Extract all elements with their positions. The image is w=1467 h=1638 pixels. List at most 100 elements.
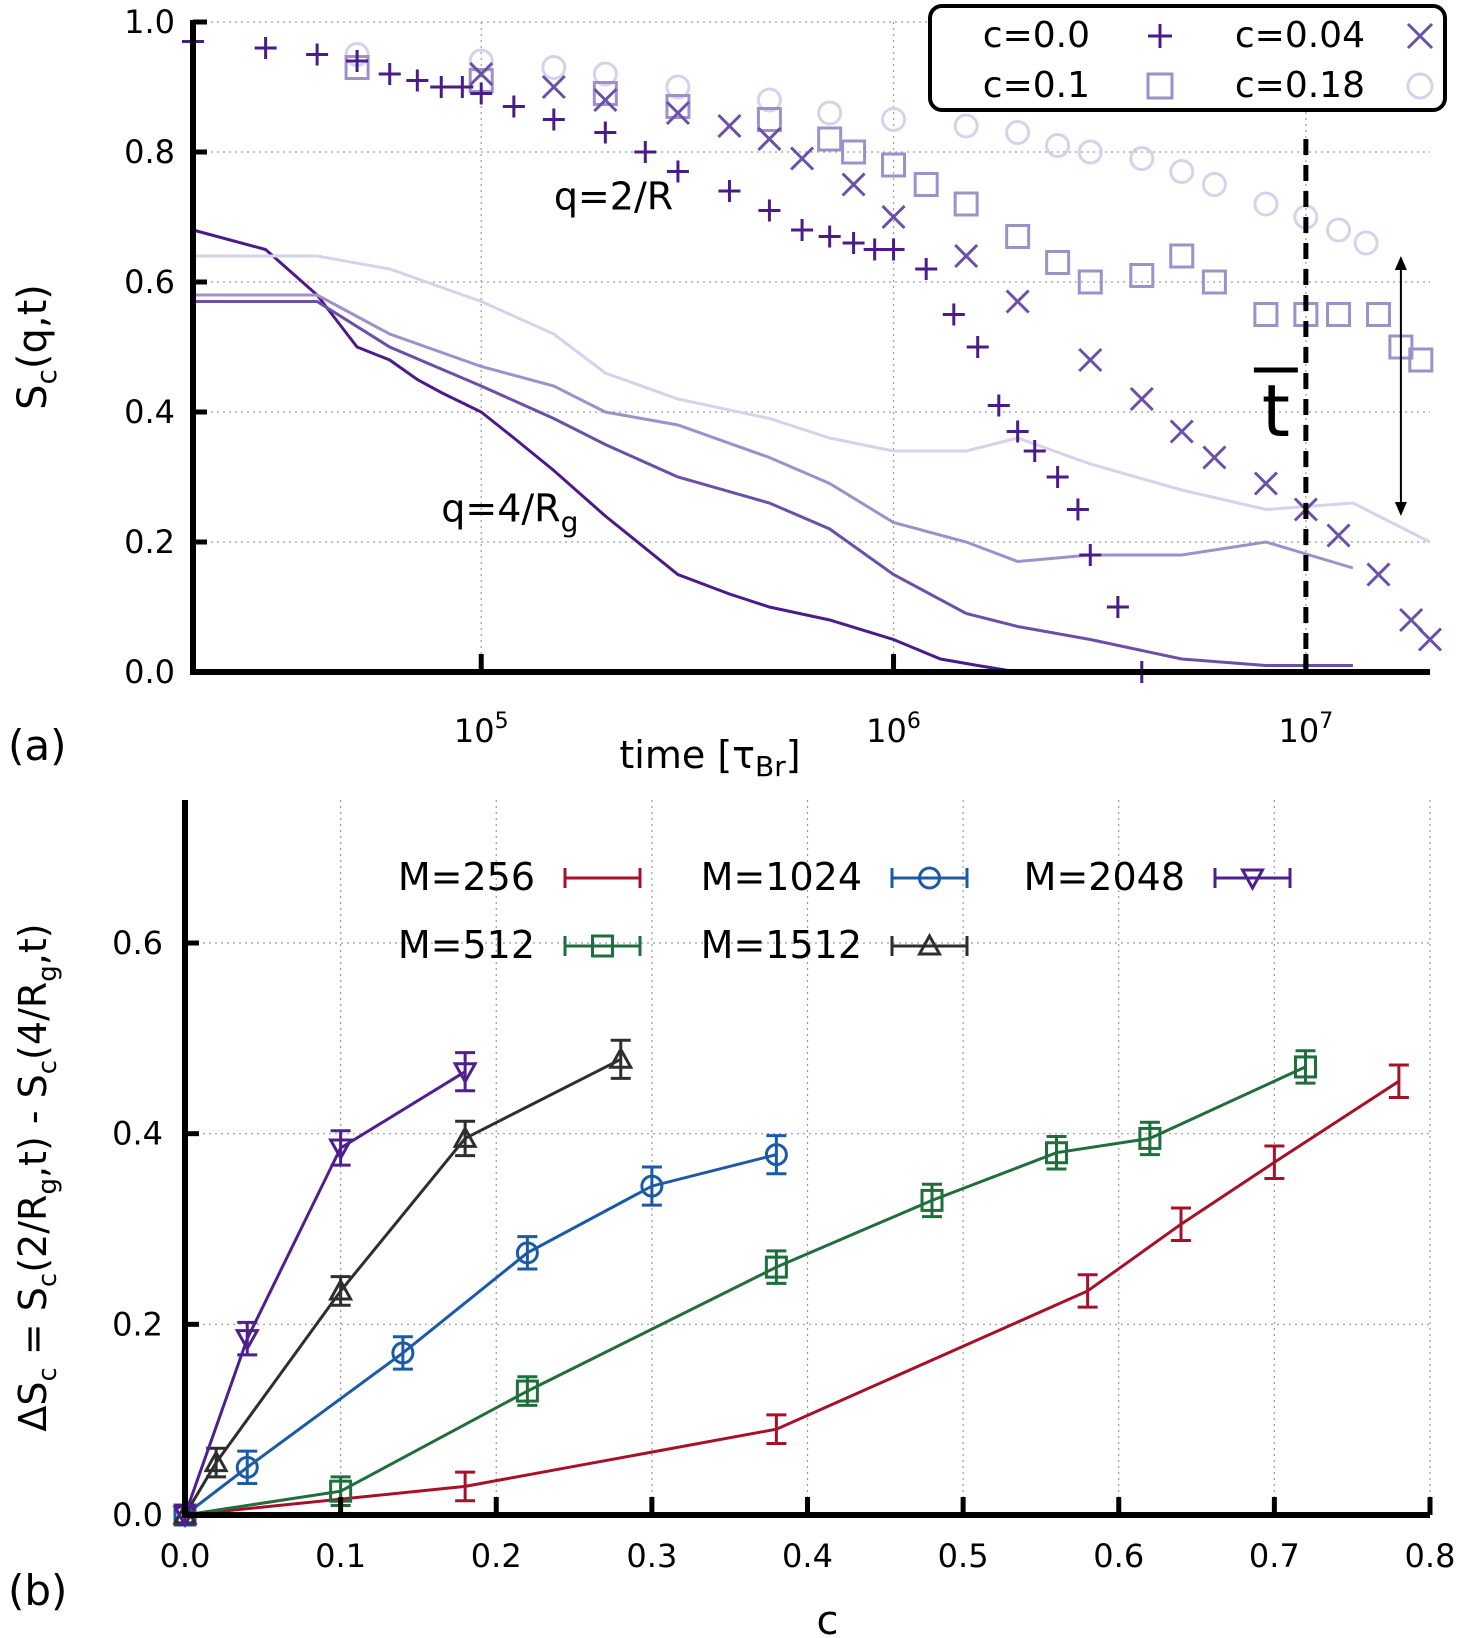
data-point-c-0-18: [881, 107, 907, 132]
data-point-c-0-04: [1417, 627, 1443, 652]
legend-label-m-512: M=512: [398, 923, 535, 967]
y-tick-label: 0.4: [112, 1115, 163, 1153]
data-point-c-0-0: [1106, 596, 1129, 618]
legend-line-m-512: [563, 936, 642, 956]
data-point-c-0-18: [1169, 159, 1195, 184]
data-point-c-0-04: [841, 172, 866, 197]
x-tick-label: 0.2: [471, 1537, 522, 1575]
data-point-c-0-0: [470, 82, 493, 105]
data-point-c-0-18: [1045, 133, 1071, 158]
data-point-c-0-0: [254, 37, 277, 59]
data-point-c-0-18: [1005, 120, 1031, 145]
error-bar-m-256: [1171, 1206, 1191, 1242]
data-point-c-0-1: [592, 81, 618, 106]
legend-marker-c-0-04: [1406, 22, 1434, 50]
legend-marker-m-2048: [1239, 868, 1266, 892]
data-point-c-0-04: [1399, 607, 1424, 633]
data-point-c-0-1: [1365, 302, 1391, 327]
data-point-c-0-0: [502, 95, 525, 118]
data-point-m-1024: [391, 1341, 415, 1365]
error-bar-m-256: [455, 1470, 476, 1503]
data-point-c-0-0: [1046, 466, 1069, 488]
x-tick-label: 0.5: [938, 1537, 989, 1575]
data-point-c-0-0: [594, 121, 617, 144]
error-bar-m-1024: [766, 1134, 787, 1176]
x-tick-label: 105: [454, 709, 509, 750]
data-point-c-0-0: [666, 160, 689, 183]
annotation-q-low: q=4/Rg: [441, 487, 578, 539]
legend-marker-c-0-0: [1148, 24, 1172, 48]
y-tick-label: 0.0: [112, 1496, 163, 1534]
y-tick-label: 0.0: [124, 653, 175, 691]
y-axis-label: ΔSc = Sc(2/Rg,t) - Sc(4/Rg,t): [11, 923, 63, 1431]
data-point-c-0-0: [915, 258, 938, 280]
data-point-c-0-0: [842, 232, 865, 254]
data-point-c-0-04: [1202, 445, 1227, 470]
series-line-q4-5: [193, 300, 1353, 667]
data-point-c-0-0: [1066, 498, 1089, 521]
legend-label-m-2048: M=2048: [1024, 855, 1185, 899]
data-point-c-0-1: [756, 107, 782, 132]
y-tick-label: 0.6: [124, 263, 175, 301]
data-point-c-0-18: [1201, 172, 1227, 197]
data-point-c-0-0: [430, 76, 453, 98]
data-point-c-0-0: [451, 76, 474, 98]
data-point-m-1512: [452, 1125, 478, 1148]
x-tick-label: 0.8: [1405, 1537, 1456, 1575]
y-tick-label: 0.2: [124, 523, 175, 561]
data-point-m-512: [764, 1255, 788, 1279]
data-point-c-0-04: [1169, 419, 1194, 444]
legend-panel-b: M=256 M=512 M=1024 M=1512 M=2048: [398, 855, 1292, 967]
data-point-c-0-1: [665, 94, 691, 119]
legend-label-c-0-04: c=0.04: [1235, 15, 1365, 56]
data-point-c-0-1: [1169, 243, 1195, 269]
legend-line-m-256: [563, 868, 642, 888]
x-tick-label: 0.4: [782, 1537, 833, 1575]
data-point-c-0-0: [542, 108, 565, 131]
legend-label-c-0-0: c=0.0: [983, 15, 1090, 56]
data-point-c-0-18: [592, 61, 618, 87]
data-point-c-0-1: [953, 191, 979, 217]
data-point-c-0-1: [1326, 302, 1352, 327]
data-point-c-0-04: [541, 74, 566, 100]
data-point-c-0-04: [757, 126, 782, 152]
y-tick-label: 0.8: [124, 133, 175, 171]
data-point-c-0-18: [1129, 146, 1155, 171]
data-point-c-0-18: [541, 55, 567, 80]
panel-label: (a): [8, 721, 67, 770]
data-point-m-1512: [608, 1046, 634, 1069]
data-point-c-0-18: [817, 100, 843, 126]
error-bar-m-256: [1388, 1063, 1409, 1099]
x-tick-label: 0.3: [626, 1537, 677, 1575]
data-point-m-1024: [764, 1143, 788, 1167]
data-point-c-0-18: [665, 74, 691, 100]
data-point-c-0-04: [1129, 386, 1154, 412]
data-point-c-0-04: [1326, 523, 1351, 548]
legend-label-m-256: M=256: [398, 855, 535, 899]
series-line-q4-6: [193, 293, 1354, 570]
data-point-c-0-0: [1079, 544, 1102, 566]
x-axis-label: time [τBr]: [619, 733, 800, 783]
data-point-c-0-04: [665, 100, 691, 126]
x-tick-label: 0.1: [315, 1537, 366, 1575]
y-tick-label: 0.4: [124, 393, 175, 431]
x-tick-label: 0.0: [160, 1537, 211, 1575]
data-point-c-0-0: [818, 225, 841, 248]
data-point-c-0-0: [1006, 420, 1029, 443]
data-point-c-0-0: [1023, 440, 1046, 462]
data-point-c-0-1: [1129, 263, 1155, 288]
x-tick-label: 107: [1279, 709, 1334, 750]
data-point-c-0-0: [987, 394, 1010, 417]
data-point-c-0-1: [881, 152, 907, 178]
data-point-c-0-0: [791, 219, 814, 241]
data-point-c-0-04: [717, 113, 742, 139]
data-point-m-512: [920, 1188, 944, 1212]
data-point-c-0-18: [1253, 191, 1279, 217]
data-point-c-0-04: [881, 204, 906, 230]
data-point-m-1024: [515, 1241, 539, 1265]
data-point-m-512: [1138, 1126, 1162, 1150]
data-point-m-2048: [452, 1062, 478, 1085]
x-axis-label: c: [817, 1598, 839, 1638]
data-point-c-0-0: [942, 303, 965, 326]
